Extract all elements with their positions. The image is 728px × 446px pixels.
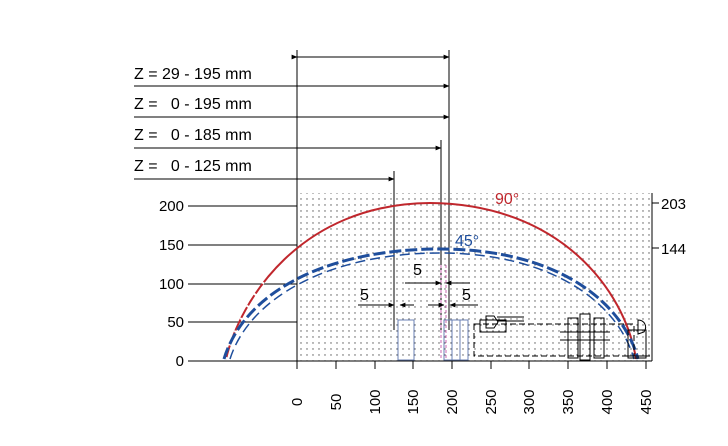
curve-90-label: 90° [495, 191, 519, 208]
x-tick-marks [296, 361, 647, 369]
spindle-boxes [397, 319, 469, 361]
z-range-label-4: Z = 0 - 125 mm [134, 158, 252, 175]
curve-90deg-dashed-start [224, 279, 267, 360]
y-tick-50: 50 [167, 314, 184, 331]
z-range-label-3: Z = 0 - 185 mm [134, 127, 252, 144]
y-tick-200: 200 [159, 198, 184, 215]
dim-5-left: 5 [360, 287, 369, 304]
reach-dimension-arrows [291, 54, 450, 182]
z-range-underlines [134, 85, 297, 180]
x-tick-150: 150 [405, 389, 422, 414]
x-tick-350: 350 [560, 389, 577, 414]
x-tick-0: 0 [289, 398, 306, 406]
x-tick-450: 450 [638, 389, 655, 414]
y-tick-0: 0 [176, 353, 184, 370]
x-tick-labels: 0 50 100 150 200 250 300 350 400 450 [289, 389, 655, 414]
right-scale: 203 144 [651, 193, 686, 361]
right-label-203: 203 [661, 196, 686, 213]
curve-45deg-inner [229, 252, 635, 360]
dim-5-right: 5 [462, 287, 471, 304]
x-tick-200: 200 [444, 389, 461, 414]
x-tick-400: 400 [599, 389, 616, 414]
offset-dims: 5 5 5 [358, 262, 478, 308]
x-tick-50: 50 [328, 394, 345, 411]
y-tick-150: 150 [159, 237, 184, 254]
machine-outline [473, 313, 650, 361]
x-tick-250: 250 [483, 389, 500, 414]
z-range-label-1: Z = 29 - 195 mm [134, 66, 252, 83]
z-range-labels: Z = 29 - 195 mm Z = 0 - 195 mm Z = 0 - 1… [134, 66, 252, 175]
right-label-144: 144 [661, 241, 686, 258]
dim-5-top: 5 [413, 262, 422, 279]
curve-90deg [225, 201, 637, 360]
curve-45deg [222, 247, 640, 360]
y-tick-labels: 200 150 100 50 0 [159, 198, 184, 370]
x-tick-100: 100 [367, 389, 384, 414]
z-range-label-2: Z = 0 - 195 mm [134, 96, 252, 113]
curve-45-label: 45° [455, 233, 479, 250]
x-tick-300: 300 [521, 389, 538, 414]
y-tick-100: 100 [159, 276, 184, 293]
